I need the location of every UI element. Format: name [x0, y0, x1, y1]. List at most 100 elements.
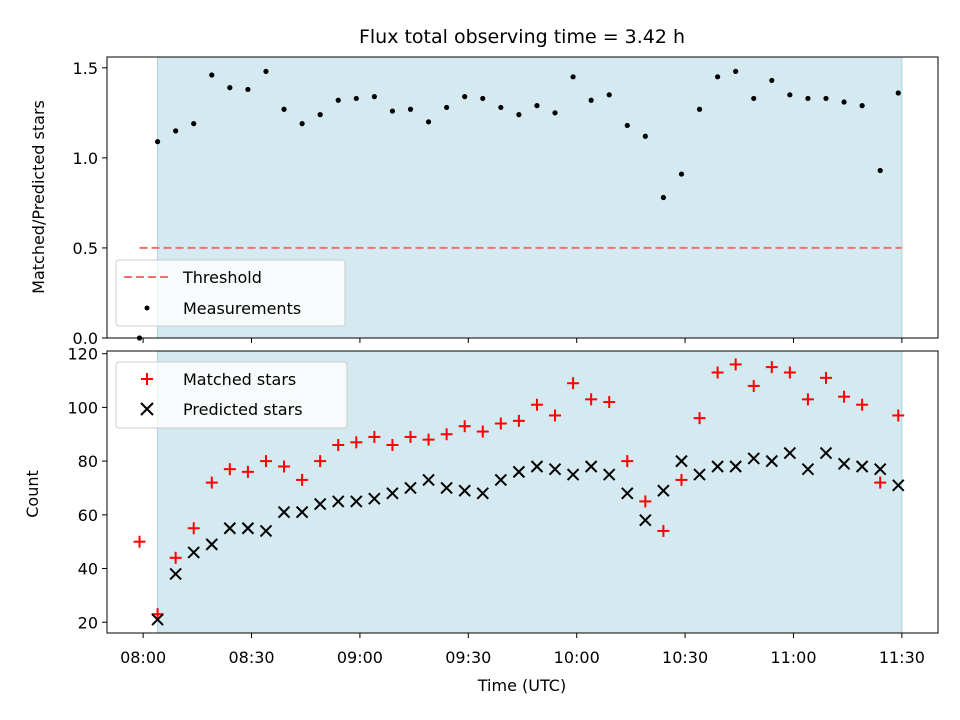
matched-star-point: [530, 398, 543, 411]
matched-star-point: [783, 366, 796, 379]
matched-star-point: [892, 409, 905, 422]
bottom-xtick-label: 11:30: [879, 648, 925, 667]
bottom-ytick-label: 20: [78, 613, 98, 632]
measurement-point: [425, 119, 432, 125]
matched-star-point: [567, 377, 580, 390]
predicted-star-point: [386, 487, 399, 500]
bottom-ytick-label: 60: [78, 506, 98, 525]
matched-star-point: [549, 409, 562, 422]
bottom-xtick-label: 11:00: [770, 648, 816, 667]
bottom-ytick-label: 120: [67, 345, 98, 364]
matched-star-point: [801, 393, 814, 406]
predicted-star-point: [548, 462, 562, 476]
measurement-point: [245, 86, 251, 93]
predicted-star-point: [350, 495, 363, 508]
matched-star-point: [838, 390, 851, 403]
measurement-point: [877, 167, 883, 174]
predicted-star-point: [837, 457, 851, 471]
measurement-point: [371, 94, 377, 100]
predicted-star-point: [277, 505, 291, 519]
measurement-point: [895, 90, 901, 96]
bottom-ytick-label: 80: [78, 452, 98, 471]
matched-star-point: [657, 524, 670, 537]
measurement-point: [154, 139, 161, 145]
predicted-star-point: [440, 481, 453, 495]
measurement-point: [696, 106, 703, 112]
predicted-star-point: [603, 468, 616, 481]
predicted-star-point: [223, 522, 237, 535]
matched-star-point: [368, 430, 381, 443]
matched-star-point: [386, 439, 399, 451]
matched-star-point: [693, 412, 706, 425]
measurement-point: [281, 106, 287, 112]
matched-star-point: [675, 473, 688, 486]
predicted-star-point: [566, 468, 580, 481]
bottom-xtick-label: 10:00: [554, 648, 600, 667]
predicted-star-point: [151, 613, 164, 626]
matched-star-point: [205, 476, 218, 489]
measurement-point: [534, 103, 540, 109]
top-axes-frame: [106, 56, 939, 339]
matched-star-point: [241, 465, 254, 478]
bottom-legend-box: [115, 361, 348, 429]
measurement-point: [660, 194, 667, 201]
predicted-star-point: [819, 446, 833, 460]
measurement-point: [353, 95, 359, 102]
matched-star-point: [874, 476, 887, 489]
top-y-axis-label: Matched/Predicted stars: [29, 100, 48, 294]
predicted-star-point: [530, 460, 544, 473]
predicted-star-point: [295, 505, 309, 519]
predicted-star-point: [729, 460, 742, 473]
bottom-xtick-label: 08:30: [228, 648, 274, 667]
matched-star-point: [494, 417, 507, 430]
measurement-point: [317, 112, 323, 118]
matched-star-point: [819, 371, 832, 384]
measurement-point: [209, 72, 215, 78]
top-ytick-label: 0.5: [73, 239, 98, 258]
matched-star-point: [350, 436, 363, 449]
predicted-star-point: [892, 479, 905, 492]
matched-star-point: [404, 430, 417, 443]
predicted-star-point: [241, 522, 255, 535]
matched-star-point: [856, 398, 869, 411]
bottom-ytick-label: 40: [78, 560, 98, 579]
measurement-point: [733, 68, 739, 75]
measurement-point: [769, 77, 775, 84]
predicted-star-point: [584, 460, 598, 473]
measurement-point: [444, 104, 450, 111]
measurement-point: [823, 95, 829, 102]
matched-star-point: [187, 522, 200, 535]
matched-star-point: [729, 358, 742, 371]
threshold-legend-label: Threshold: [182, 268, 262, 287]
bottom-xtick-label: 09:00: [337, 648, 383, 667]
matched-star-point: [512, 414, 525, 427]
top-ytick-label: 0.0: [73, 329, 98, 348]
predicted-star-point: [657, 484, 670, 497]
predicted-star-point: [855, 460, 869, 473]
matched-star-point: [422, 433, 435, 446]
measurement-point: [335, 97, 341, 103]
measurement-point: [480, 95, 486, 102]
matched-star-point: [259, 455, 272, 468]
matched-star-point: [169, 551, 182, 564]
matched-legend-marker: [141, 373, 153, 385]
predicted-star-point: [639, 513, 652, 527]
predicted-star-point: [711, 460, 724, 473]
x-axis-label: Time (UTC): [477, 676, 566, 695]
predicted-star-point: [169, 567, 182, 581]
matched-star-point: [133, 535, 146, 548]
top-legend: Threshold Measurements: [115, 259, 346, 327]
top-ytick-label: 1.5: [73, 59, 98, 78]
predicted-star-point: [747, 452, 760, 465]
predicted-star-point: [512, 465, 526, 479]
predicted-star-point: [368, 492, 381, 505]
measurement-point: [642, 133, 648, 139]
measurement-point: [751, 95, 757, 102]
measurement-point: [407, 106, 414, 112]
predicted-star-point: [458, 484, 471, 497]
bottom-axes-frame: [106, 350, 939, 634]
matched-star-point: [440, 428, 453, 441]
predicted-star-point: [332, 495, 345, 508]
predicted-star-point: [693, 468, 706, 481]
